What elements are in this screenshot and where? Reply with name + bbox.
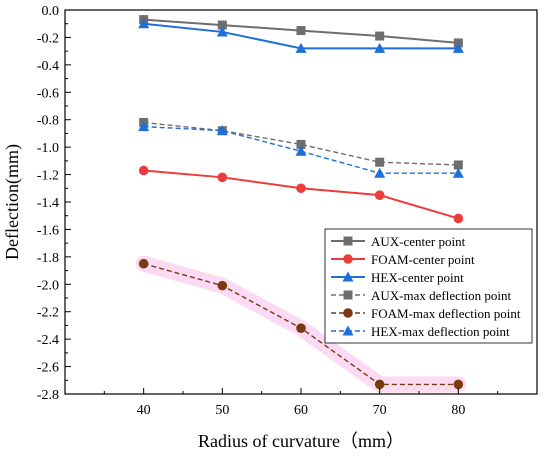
data-point xyxy=(138,121,150,132)
x-axis-label: Radius of curvature（mm） xyxy=(198,431,404,451)
data-point xyxy=(374,190,385,200)
y-tick-label: 0.0 xyxy=(42,4,60,19)
series-1 xyxy=(138,165,464,224)
x-tick-label: 60 xyxy=(294,403,308,418)
y-tick-label: -0.2 xyxy=(37,31,59,46)
axes-layer: 40 50 60 70 80 0.0 -0.2 -0.4 -0.6 -0.8 -1.0 -1.2 -1.… xyxy=(37,4,499,418)
legend-box xyxy=(324,228,533,344)
data-point xyxy=(138,18,150,29)
data-point xyxy=(216,26,228,37)
series-2 xyxy=(138,18,464,53)
y-tick-label: -1.8 xyxy=(37,251,59,266)
data-point xyxy=(295,42,307,53)
y-tick-label: -2.0 xyxy=(37,278,59,293)
series-0 xyxy=(139,15,463,48)
y-tick-label: -0.4 xyxy=(37,59,59,74)
legend-entry: FOAM-center point xyxy=(331,252,475,267)
legend-label: FOAM-max deflection point xyxy=(371,306,521,321)
legend: AUX-center point FOAM-center point HEX-cen… xyxy=(324,228,533,344)
data-point xyxy=(217,172,228,183)
data-point xyxy=(138,165,149,176)
data-point xyxy=(452,42,464,53)
data-point xyxy=(138,258,149,269)
y-tick-label: -1.6 xyxy=(37,223,59,238)
series-layer xyxy=(138,15,464,390)
legend-swatch-marker xyxy=(343,236,353,246)
series-line xyxy=(143,121,459,166)
y-tick-label: -2.2 xyxy=(37,306,59,321)
x-tick-label: 40 xyxy=(137,403,151,418)
legend-entry: AUX-max deflection point xyxy=(331,288,511,303)
legend-swatch-marker xyxy=(343,254,353,264)
legend-swatch-marker xyxy=(343,290,353,300)
legend-entry: HEX-max deflection point xyxy=(331,324,510,339)
legend-label: AUX-center point xyxy=(371,234,466,249)
x-tick-label: 50 xyxy=(215,403,229,418)
series-5 xyxy=(138,121,464,178)
y-tick-label: -1.2 xyxy=(37,169,59,184)
legend-label: AUX-max deflection point xyxy=(371,288,511,303)
data-point xyxy=(217,20,227,30)
legend-swatch-marker xyxy=(343,308,353,318)
data-point xyxy=(374,42,386,53)
y-tick-label: -2.8 xyxy=(37,388,59,403)
data-point xyxy=(296,139,306,149)
data-point xyxy=(453,379,464,390)
legend-label: HEX-center point xyxy=(371,270,464,285)
data-point xyxy=(217,280,228,291)
data-point xyxy=(374,167,386,178)
y-tick-label: -2.4 xyxy=(37,333,59,348)
series-4 xyxy=(138,258,464,390)
legend-swatch-marker xyxy=(342,325,354,336)
y-tick-label: -1.4 xyxy=(37,196,59,211)
data-point xyxy=(216,125,228,136)
data-point xyxy=(374,379,385,390)
x-tick-label: 70 xyxy=(373,403,387,418)
data-point xyxy=(453,160,463,170)
data-point xyxy=(375,157,385,167)
legend-label: HEX-max deflection point xyxy=(371,324,510,339)
series-line xyxy=(143,169,459,220)
y-tick-label: -2.6 xyxy=(37,361,59,376)
y-tick-label: -1.0 xyxy=(37,141,59,156)
y-tick-label: -0.6 xyxy=(37,86,59,101)
data-point xyxy=(296,323,306,333)
y-axis-label: Deflection(mm) xyxy=(2,144,23,260)
data-point xyxy=(452,167,464,178)
legend-entries: AUX-center point FOAM-center point HEX-cen… xyxy=(331,234,521,339)
legend-swatch-marker xyxy=(342,271,354,282)
legend-entry: FOAM-max deflection point xyxy=(331,306,521,321)
data-point xyxy=(296,183,306,194)
data-point xyxy=(375,31,385,41)
y-tick-label: -0.8 xyxy=(37,114,59,129)
legend-entry: HEX-center point xyxy=(331,270,464,285)
data-point xyxy=(295,145,307,156)
legend-label: FOAM-center point xyxy=(371,252,475,267)
x-tick-label: 80 xyxy=(451,403,465,418)
data-point xyxy=(296,26,306,36)
data-point xyxy=(453,213,464,224)
legend-entry: AUX-center point xyxy=(331,234,466,249)
series-3 xyxy=(139,117,463,170)
